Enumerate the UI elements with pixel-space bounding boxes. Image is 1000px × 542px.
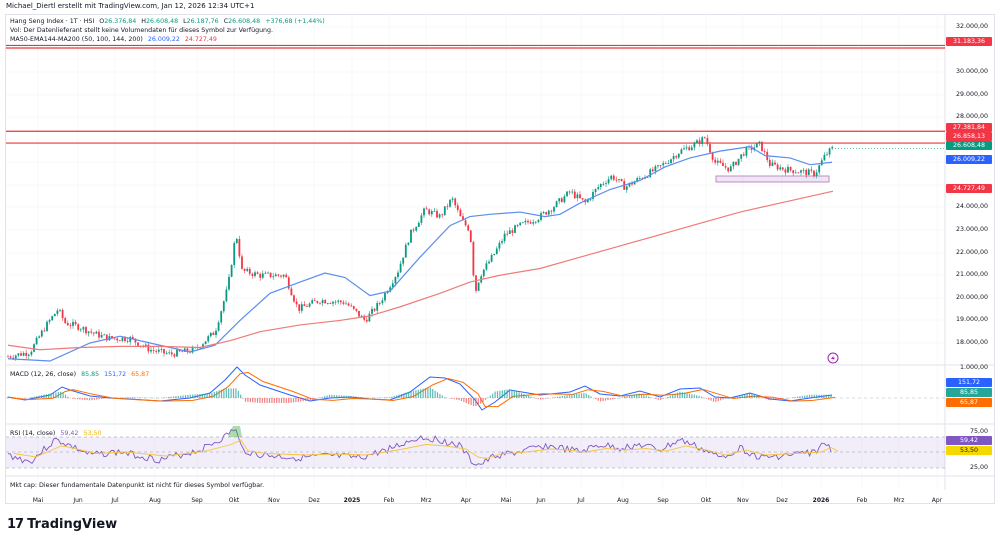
time-axis-label: Jul [577, 497, 585, 504]
time-axis-label: Jul [111, 497, 119, 504]
time-axis-label: Jun [536, 497, 546, 504]
price-tag: 53,50 [946, 445, 992, 455]
time-axis-label: Mrz [893, 497, 905, 504]
price-axis-label: 24.000,00 [955, 203, 988, 210]
price-axis-label: 32.000,00 [955, 23, 988, 30]
price-tag: 26.608,48 [946, 140, 992, 150]
price-axis-label: 25,00 [969, 464, 988, 471]
price-tag: 26.009,22 [946, 154, 992, 164]
ma200-value: 24.727,49 [184, 36, 217, 43]
time-axis-label: Jun [73, 497, 83, 504]
price-tag: 65,87 [946, 397, 992, 407]
rsi-value: 59,42 [60, 430, 79, 437]
time-axis-label: Nov [268, 497, 280, 504]
change-value: +376,68 (+1,44%) [265, 18, 325, 25]
price-tag: 31.183,36 [946, 36, 992, 46]
macd-legend[interactable]: MACD (12, 26, close) 85,85 151,72 65,87 [10, 371, 152, 378]
price-axis-label: 22.000,00 [955, 249, 988, 256]
chart-caption: Michael_Diertl erstellt mit TradingView.… [6, 2, 255, 10]
open-value: 26.376,84 [104, 18, 137, 25]
time-axis-label: Dez [776, 497, 788, 504]
price-tag: 24.727,49 [946, 183, 992, 193]
time-axis-label: Okt [700, 497, 712, 504]
price-axis-label: 28.000,00 [955, 113, 988, 120]
ma50-value: 26.009,22 [147, 36, 180, 43]
rsi-legend[interactable]: RSI (14, close) 59,42 53,50 [10, 430, 104, 437]
price-axis-label: 18.000,00 [955, 339, 988, 346]
chart-frame [5, 14, 995, 504]
time-axis-label: Aug [149, 497, 161, 504]
time-axis-label: Aug [617, 497, 629, 504]
price-tag: 85,85 [946, 387, 992, 397]
low-value: 26.187,76 [186, 18, 219, 25]
price-axis-label: 21.000,00 [955, 271, 988, 278]
time-axis-label: Mai [32, 497, 44, 504]
time-axis-label: 2025 [343, 497, 361, 504]
brand-name: TradingView [27, 517, 118, 532]
lightning-icon[interactable] [827, 352, 839, 364]
time-axis-label: Feb [856, 497, 868, 504]
time-axis-label: Mrz [420, 497, 432, 504]
symbol-legend: Hang Seng Index · 1T · HSI O26.376,84 H2… [10, 18, 325, 25]
time-axis-label: Okt [228, 497, 240, 504]
macd-line-value: 151,72 [104, 371, 127, 378]
symbol-name[interactable]: Hang Seng Index · 1T · HSI [10, 18, 95, 25]
rsi-ma-value: 53,50 [83, 430, 102, 437]
time-axis-label: Dez [308, 497, 320, 504]
rsi-name: RSI (14, close) [10, 430, 56, 437]
macd-signal-value: 65,87 [131, 371, 150, 378]
price-axis-label: 20.000,00 [955, 294, 988, 301]
price-tag: 26.858,13 [946, 131, 992, 141]
price-axis-label: 29.000,00 [955, 91, 988, 98]
time-axis-label: Apr [460, 497, 472, 504]
tradingview-brand[interactable]: 17 TradingView [7, 517, 117, 532]
price-axis-label: 75,00 [969, 428, 988, 435]
time-axis-label: Feb [383, 497, 395, 504]
time-axis-label: 2026 [812, 497, 830, 504]
time-axis-label: Sep [657, 497, 669, 504]
mktcap-note: Mkt cap: Dieser fundamentale Datenpunkt … [10, 482, 265, 489]
tradingview-logo-icon: 17 [7, 517, 24, 532]
ma-indicator-name: MA50-EMA144-MA200 (50, 100, 144, 200) [10, 36, 143, 43]
price-axis-label: 1.000,00 [959, 364, 988, 371]
price-tag: 27.381,84 [946, 122, 992, 132]
price-axis-label: 23.000,00 [955, 226, 988, 233]
time-axis-label: Apr [931, 497, 943, 504]
price-tag: 151,72 [946, 377, 992, 387]
macd-name: MACD (12, 26, close) [10, 371, 77, 378]
ma-legend[interactable]: MA50-EMA144-MA200 (50, 100, 144, 200) 26… [10, 36, 220, 43]
time-axis-label: Mai [500, 497, 512, 504]
price-axis-label: 30.000,00 [955, 68, 988, 75]
price-axis-label: 19.000,00 [955, 316, 988, 323]
high-value: 26.608,48 [146, 18, 179, 25]
macd-histogram-value: 85,85 [81, 371, 100, 378]
close-value: 26.608,48 [228, 18, 261, 25]
volume-note: Vol: Der Datenlieferant stellt keine Vol… [10, 27, 274, 34]
price-tag: 59,42 [946, 435, 992, 445]
time-axis-label: Sep [191, 497, 203, 504]
time-axis-label: Nov [737, 497, 749, 504]
